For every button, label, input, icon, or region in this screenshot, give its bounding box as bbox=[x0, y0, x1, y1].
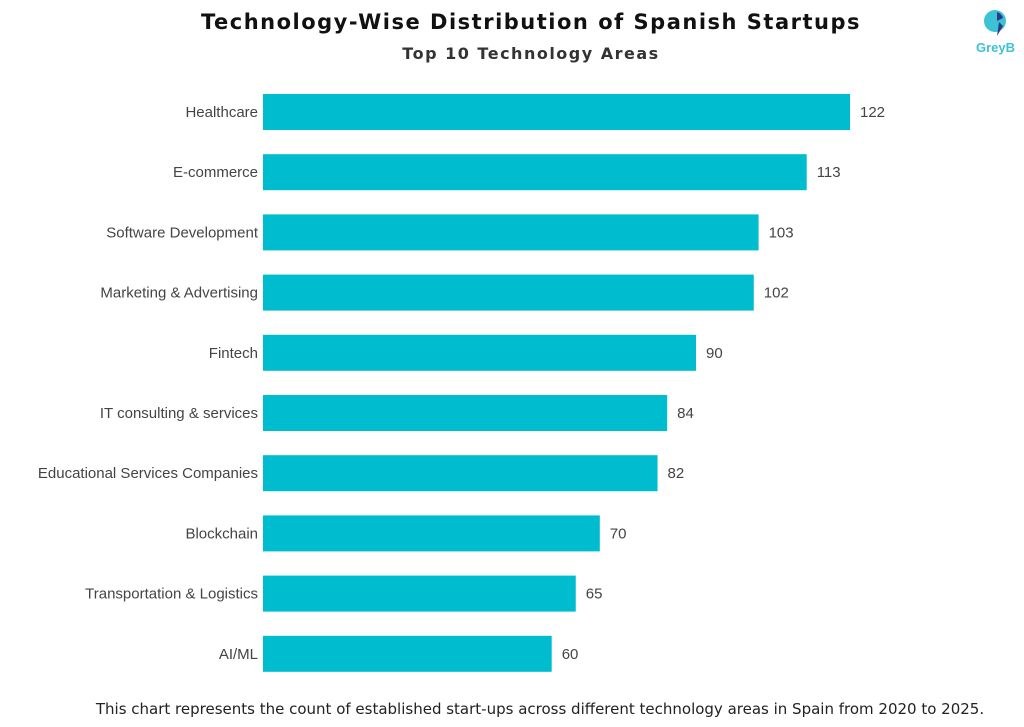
chart-subtitle: Top 10 Technology Areas bbox=[402, 44, 660, 63]
category-label: Educational Services Companies bbox=[38, 465, 258, 482]
bar-3 bbox=[263, 274, 754, 311]
category-label: Transportation & Logistics bbox=[85, 586, 258, 603]
category-label: Software Development bbox=[106, 224, 259, 241]
bar-6 bbox=[263, 455, 658, 492]
category-label: IT consulting & services bbox=[100, 405, 258, 422]
bar-9 bbox=[263, 635, 552, 672]
logo-mark-icon bbox=[984, 10, 1006, 36]
category-label: E-commerce bbox=[173, 164, 258, 181]
category-label: Fintech bbox=[209, 345, 258, 362]
category-label: Healthcare bbox=[185, 104, 258, 121]
bar-2 bbox=[263, 214, 759, 251]
value-label: 84 bbox=[677, 405, 694, 422]
bar-0 bbox=[263, 94, 850, 130]
bar-7 bbox=[263, 515, 600, 552]
chart-title: Technology-Wise Distribution of Spanish … bbox=[200, 10, 862, 34]
value-label: 70 bbox=[610, 525, 627, 542]
value-label: 65 bbox=[586, 586, 603, 603]
logo-text: GreyB bbox=[976, 40, 1016, 55]
value-label: 60 bbox=[562, 646, 579, 663]
value-label: 122 bbox=[860, 104, 885, 121]
chart-footnote: This chart represents the count of estab… bbox=[95, 700, 985, 718]
category-label: Blockchain bbox=[185, 525, 258, 542]
value-label: 90 bbox=[706, 345, 723, 362]
bar-5 bbox=[263, 395, 668, 431]
bar-8 bbox=[263, 575, 576, 612]
value-label: 102 bbox=[764, 285, 789, 302]
category-label: Marketing & Advertising bbox=[100, 285, 258, 302]
category-label: AI/ML bbox=[219, 646, 258, 663]
bar-4 bbox=[263, 334, 697, 371]
value-label: 103 bbox=[769, 224, 794, 241]
value-label: 113 bbox=[817, 164, 841, 181]
greyb-logo bbox=[975, 6, 1015, 60]
value-label: 82 bbox=[668, 465, 685, 482]
bar-1 bbox=[263, 154, 807, 191]
